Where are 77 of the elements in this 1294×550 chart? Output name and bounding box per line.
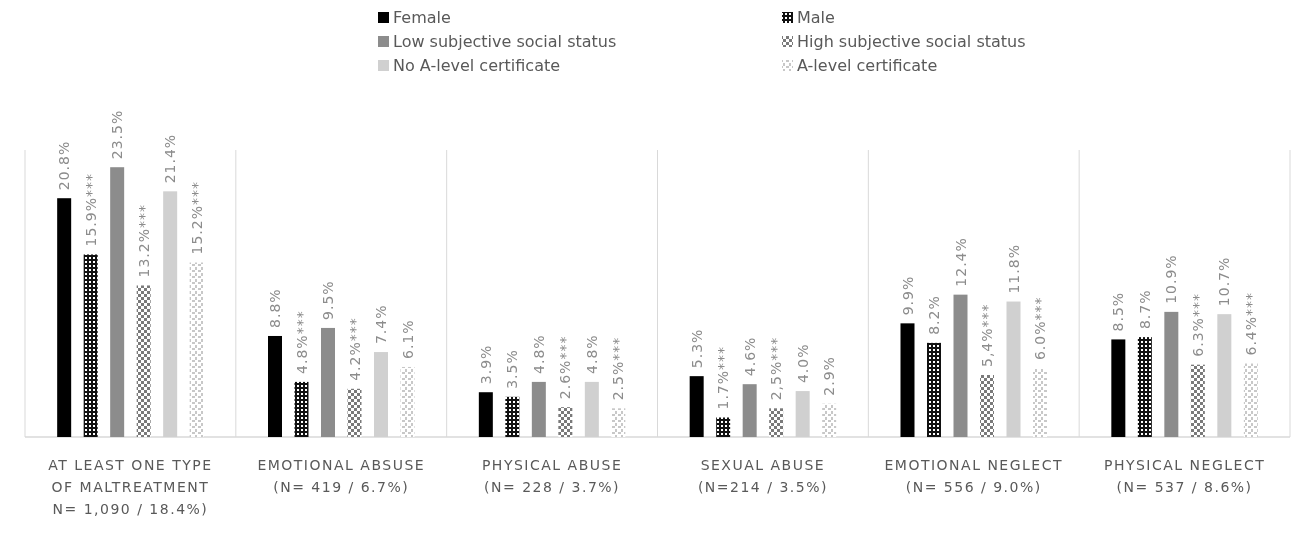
data-label: 20.8% xyxy=(56,140,73,191)
bar xyxy=(611,408,626,437)
legend-label: Low subjective social status xyxy=(393,32,617,51)
data-label: 10.7% xyxy=(1216,256,1233,307)
bar xyxy=(57,198,72,437)
bar xyxy=(531,381,546,437)
bar xyxy=(769,408,784,437)
bar xyxy=(505,396,520,437)
data-label: 8.5% xyxy=(1110,291,1127,332)
bar xyxy=(400,366,415,437)
data-label: 9.9% xyxy=(899,275,916,316)
data-label: 3.9% xyxy=(477,344,494,385)
data-label: 6.1% xyxy=(399,319,416,359)
bar xyxy=(83,254,98,437)
data-label: 5.3% xyxy=(688,328,705,369)
bar xyxy=(980,375,994,437)
bar xyxy=(1243,363,1258,437)
bar xyxy=(953,294,968,437)
data-label: 2.5%*** xyxy=(610,336,627,401)
data-label: 1.7%*** xyxy=(715,345,732,410)
bar xyxy=(268,335,282,437)
data-label: 2.9% xyxy=(821,356,838,396)
data-label: 9.5% xyxy=(320,280,336,320)
bar xyxy=(110,167,125,437)
x-tick-label: PHYSICAL NEGLECT (N= 537 / 8.6%) xyxy=(1103,457,1266,495)
bar xyxy=(136,285,151,437)
bar xyxy=(1111,339,1126,437)
x-tick-label: EMOTIONAL ABSUSE (N= 419 / 6.7%) xyxy=(257,457,426,495)
data-label: 4.8% xyxy=(583,334,600,374)
data-label: 13.2%*** xyxy=(135,203,152,278)
x-tick-label: PHYSICAL ABUSE (N= 228 / 3.7%) xyxy=(481,457,623,495)
bar xyxy=(478,392,493,437)
data-label: 15.9%*** xyxy=(82,172,99,247)
bar xyxy=(321,327,335,437)
data-label: 3.5% xyxy=(504,349,521,389)
bar xyxy=(189,262,204,437)
data-label: 2,5%*** xyxy=(768,336,785,401)
x-tick-label: EMOTIONAL NEGLECT (N= 556 / 9.0%) xyxy=(884,457,1064,495)
legend-label: High subjective social status xyxy=(797,32,1026,51)
legend-label: Male xyxy=(797,8,835,27)
bar xyxy=(294,381,309,437)
data-label: 8.7% xyxy=(1136,289,1153,330)
data-label: 11.8% xyxy=(1005,244,1022,294)
bar xyxy=(558,407,573,437)
bar xyxy=(742,384,757,437)
data-label: 23.5% xyxy=(109,109,126,160)
bar xyxy=(927,342,941,437)
data-label: 8.2% xyxy=(926,295,942,335)
data-label: 15.2%*** xyxy=(188,181,205,255)
data-label: 6.4%*** xyxy=(1242,291,1259,356)
bar xyxy=(689,376,704,437)
bar xyxy=(716,417,731,437)
data-label: 5,4%*** xyxy=(979,303,995,368)
bar xyxy=(822,403,837,437)
bar xyxy=(347,388,362,437)
data-label: 10.9% xyxy=(1163,254,1180,304)
data-label: 4.8%*** xyxy=(293,310,310,374)
legend-label: No A-level certificate xyxy=(393,56,561,75)
bar xyxy=(1137,337,1152,437)
x-tick-label: AT LEAST ONE TYPE OF MALTREATMENT N= 1,090 / 18.4%) xyxy=(48,457,213,517)
bar xyxy=(1190,364,1205,437)
data-label: 4.6% xyxy=(741,336,758,377)
data-label: 6.3%*** xyxy=(1189,293,1206,357)
data-label: 21.4% xyxy=(162,133,179,184)
data-label: 8.8% xyxy=(267,288,283,328)
data-label: 2.6%*** xyxy=(557,335,574,400)
x-tick-label: SEXUAL ABUSE (N=214 / 3.5%) xyxy=(697,457,828,495)
data-label: 12.4% xyxy=(952,237,969,287)
data-label: 7.4% xyxy=(373,304,389,345)
data-label: 4.0% xyxy=(794,343,811,384)
bar xyxy=(1164,311,1179,437)
bar xyxy=(900,323,915,437)
data-label: 4.8% xyxy=(530,334,547,374)
legend-label: Female xyxy=(393,8,451,27)
data-label: 4.2%*** xyxy=(346,317,363,381)
data-label: 6.0%*** xyxy=(1032,296,1048,361)
legend-label: A-level certificate xyxy=(797,56,938,75)
